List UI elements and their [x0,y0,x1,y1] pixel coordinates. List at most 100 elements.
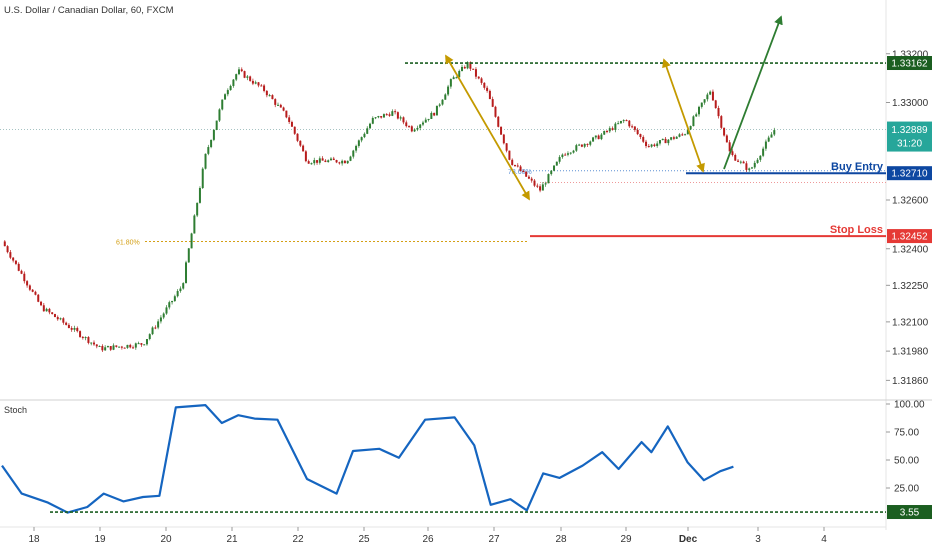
current-price-label: 1.32889 [891,125,928,136]
candle-body [619,120,622,124]
candle-body [742,161,745,164]
fibonacci-lines: 61.80%78.60% [116,169,886,246]
candle-body [369,123,372,129]
candle-body [592,137,595,142]
candle-body [31,289,34,292]
candle-body [218,109,221,121]
candle-body [104,347,107,351]
candle-body [725,135,728,143]
candle-body [547,174,550,184]
time-tick-label: 20 [160,534,172,545]
candle-body [380,116,383,118]
candle-body [210,139,213,148]
stoch-threshold-label: 3.55 [900,508,920,519]
candle-body [522,171,525,173]
candle-body [48,308,51,313]
candle-body [9,252,12,258]
candle-body [70,327,73,330]
time-tick-label: 18 [28,534,40,545]
stop-loss-price-box [887,229,932,244]
candle-body [667,139,670,144]
candle-body [664,138,667,144]
candle-body [204,153,207,169]
candle-body [452,77,455,80]
candle-body [505,143,508,151]
candle-body [709,91,712,95]
candle-body [731,151,734,155]
candle-body [237,69,240,75]
candle-body [486,87,489,91]
candle-body [53,314,56,318]
candle-body [109,346,112,350]
candle-body [670,137,673,140]
candle-body [87,337,90,343]
candle-body [516,165,519,167]
candle-body [151,327,154,335]
candle-body [67,324,70,328]
annotation-arrows [445,15,783,201]
candle-body [37,294,40,302]
countdown-label: 31:20 [897,139,922,150]
candle-body [26,281,29,286]
candle-body [558,157,561,162]
candle-body [703,99,706,103]
candle-body [500,126,503,135]
candle-body [734,154,737,161]
fib-arrow-1 [445,54,530,201]
price-tick-label: 1.32100 [892,317,929,328]
candle-body [251,80,254,84]
price-tick-label: 1.33200 [892,49,929,60]
candle-body [17,263,20,271]
candle-body [101,345,104,351]
candle-body [45,308,48,312]
candle-body [717,108,720,117]
candle-body [363,133,366,138]
candle-body [224,94,227,100]
candle-body [530,178,533,181]
candle-body [129,344,132,348]
candle-body [759,155,762,160]
candle-body [6,246,9,253]
candle-body [246,76,249,78]
candle-body [145,339,148,345]
candle-body [586,143,589,145]
candle-body [28,285,31,290]
current-price-box [887,121,932,152]
candle-body [162,313,165,318]
candle-body [343,160,346,164]
candle-body [95,344,98,347]
candle-body [106,346,109,348]
candle-body [444,94,447,100]
candle-body [750,167,753,169]
candle-body [185,262,188,284]
candle-body [427,118,430,120]
candle-body [642,137,645,142]
candlestick-series [3,61,776,353]
candle-body [299,140,302,146]
buy-entry-price-label: 1.32710 [891,169,928,180]
candle-body [249,76,252,81]
candle-body [79,331,82,337]
candle-body [126,344,129,348]
bullish-target-arrow [723,15,783,170]
candle-body [695,114,698,117]
candle-body [416,127,419,130]
candle-body [90,342,93,344]
candle-body [20,270,23,274]
candle-body [675,136,678,139]
candle-body [633,126,636,130]
candle-body [639,134,642,138]
candle-body [171,300,174,303]
candle-body [257,82,260,86]
price-tick-label: 1.31860 [892,376,929,387]
candle-body [405,122,408,127]
candle-body [316,160,319,163]
candle-body [745,163,748,170]
candle-body [40,301,43,306]
candle-body [73,327,76,330]
candle-body [714,100,717,109]
candle-body [764,141,767,149]
candle-body [625,120,628,122]
candle-body [12,257,15,261]
